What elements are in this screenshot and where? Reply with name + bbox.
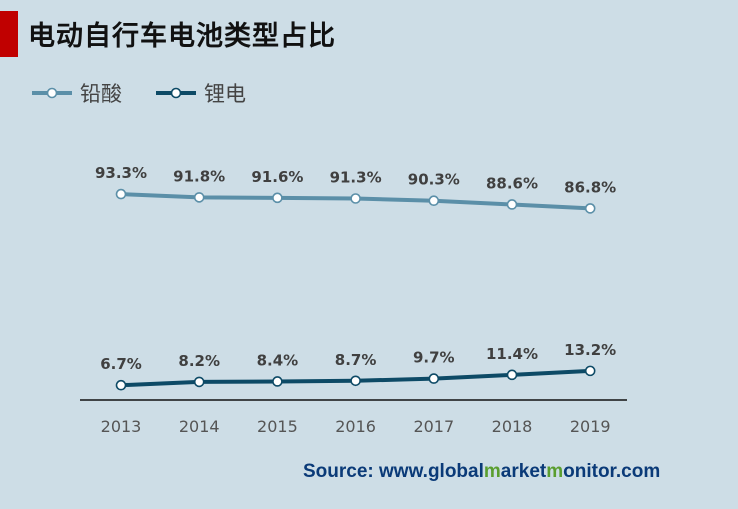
x-tick-label: 2014 xyxy=(179,417,220,436)
legend-swatch-lead-acid xyxy=(32,87,72,99)
data-point-lead-acid xyxy=(350,193,361,204)
data-point-lithium xyxy=(584,365,596,377)
data-point-lithium xyxy=(428,373,440,384)
data-label-lead-acid: 86.8% xyxy=(564,178,616,196)
source-part-m2: m xyxy=(546,461,564,482)
data-label-lead-acid: 91.6% xyxy=(251,168,303,186)
source-part-m1: m xyxy=(483,461,501,482)
data-point-lead-acid xyxy=(506,199,518,210)
data-label-lead-acid: 88.6% xyxy=(486,174,538,192)
data-point-lead-acid xyxy=(115,188,127,200)
x-tick-label: 2019 xyxy=(570,417,611,436)
source-prefix: Source: www. xyxy=(303,461,428,482)
data-point-lithium xyxy=(350,375,361,387)
legend-label-lead-acid: 铅酸 xyxy=(80,82,122,106)
data-point-lead-acid xyxy=(272,192,283,204)
legend-item-lithium: 锂电 xyxy=(154,78,246,108)
data-label-lithium: 8.2% xyxy=(178,352,220,370)
data-point-lead-acid xyxy=(428,195,440,207)
data-point-lithium xyxy=(506,369,518,381)
x-tick-label: 2018 xyxy=(492,417,533,436)
data-point-lithium xyxy=(193,376,205,388)
data-label-lithium: 6.7% xyxy=(100,355,142,373)
data-point-lead-acid xyxy=(193,192,205,203)
source-suffix: .com xyxy=(615,461,661,482)
data-label-lead-acid: 90.3% xyxy=(408,171,460,189)
source-part-onitor: onitor xyxy=(563,461,616,482)
legend-swatch-lithium xyxy=(156,87,196,99)
data-label-lithium: 8.4% xyxy=(257,351,299,369)
x-tick-label: 2013 xyxy=(101,417,142,436)
data-label-lithium: 11.4% xyxy=(486,345,538,363)
data-label-lithium: 13.2% xyxy=(564,341,616,359)
x-tick-label: 2016 xyxy=(335,417,376,436)
data-point-lithium xyxy=(272,376,283,387)
title-accent-bar xyxy=(0,11,18,57)
data-label-lead-acid: 93.3% xyxy=(95,164,147,182)
source-part-global: global xyxy=(427,461,484,482)
source-part-arket: arket xyxy=(500,461,547,482)
legend-item-lead-acid: 铅酸 xyxy=(30,78,122,108)
data-point-lithium xyxy=(115,379,127,391)
data-label-lithium: 9.7% xyxy=(413,349,455,367)
data-label-lithium: 8.7% xyxy=(335,351,377,369)
source-text: Source: www.globalmarketmonitor.com xyxy=(303,461,660,483)
legend-label-lithium: 锂电 xyxy=(204,82,246,106)
chart-title: 电动自行车电池类型占比 xyxy=(28,21,336,52)
data-label-lead-acid: 91.3% xyxy=(330,169,382,187)
data-label-lead-acid: 91.8% xyxy=(173,167,225,185)
x-tick-label: 2015 xyxy=(257,417,298,436)
data-point-lead-acid xyxy=(584,203,596,214)
x-tick-label: 2017 xyxy=(413,417,454,436)
legend: 铅酸 锂电 xyxy=(30,80,278,106)
